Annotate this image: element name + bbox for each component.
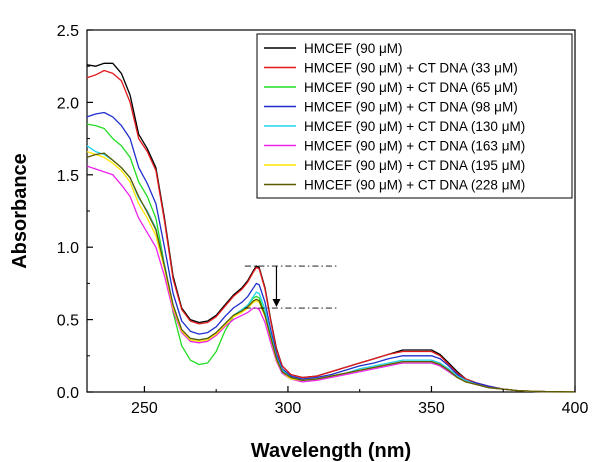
legend-label: HMCEF (90 μM) + CT DNA (65 μM)	[304, 80, 518, 95]
legend-label: HMCEF (90 μM) + CT DNA (130 μM)	[304, 119, 525, 134]
x-tick-label: 400	[562, 400, 589, 417]
x-tick-label: 300	[275, 400, 302, 417]
legend-label: HMCEF (90 μM) + CT DNA (163 μM)	[304, 139, 525, 154]
y-tick-label: 2.0	[57, 95, 79, 112]
series-line	[86, 165, 576, 393]
y-tick-label: 0.5	[57, 313, 79, 330]
legend-label: HMCEF (90 μM) + CT DNA (98 μM)	[304, 100, 518, 115]
y-axis-title: Absorbance	[9, 153, 31, 269]
annotation-layer	[244, 265, 337, 309]
legend-box	[256, 33, 573, 199]
down-arrow-icon	[272, 299, 281, 308]
legend-label: HMCEF (90 μM) + CT DNA (33 μM)	[304, 61, 518, 76]
x-tick-label: 250	[131, 400, 158, 417]
series-line	[86, 69, 576, 393]
x-axis-title: Wavelength (nm)	[251, 440, 411, 462]
x-tick-label: 350	[418, 400, 445, 417]
y-tick-label: 1.5	[57, 168, 79, 185]
legend: HMCEF (90 μM) HMCEF (90 μM) + CT DNA (33 …	[256, 33, 573, 199]
y-tick-label: 1.0	[57, 240, 79, 257]
y-tick-label: 2.5	[57, 23, 79, 40]
series-line	[86, 152, 576, 393]
axis-layer: 250 300 350 400 0.0 0.5 1.0 1.5 2.0 2.5	[57, 23, 589, 417]
series-layer	[86, 62, 576, 393]
y-tick-label: 0.0	[57, 385, 79, 402]
legend-label: HMCEF (90 μM)	[304, 41, 403, 56]
legend-label: HMCEF (90 μM) + CT DNA (195 μM)	[304, 158, 525, 173]
legend-label: HMCEF (90 μM) + CT DNA (228 μM)	[304, 178, 525, 193]
